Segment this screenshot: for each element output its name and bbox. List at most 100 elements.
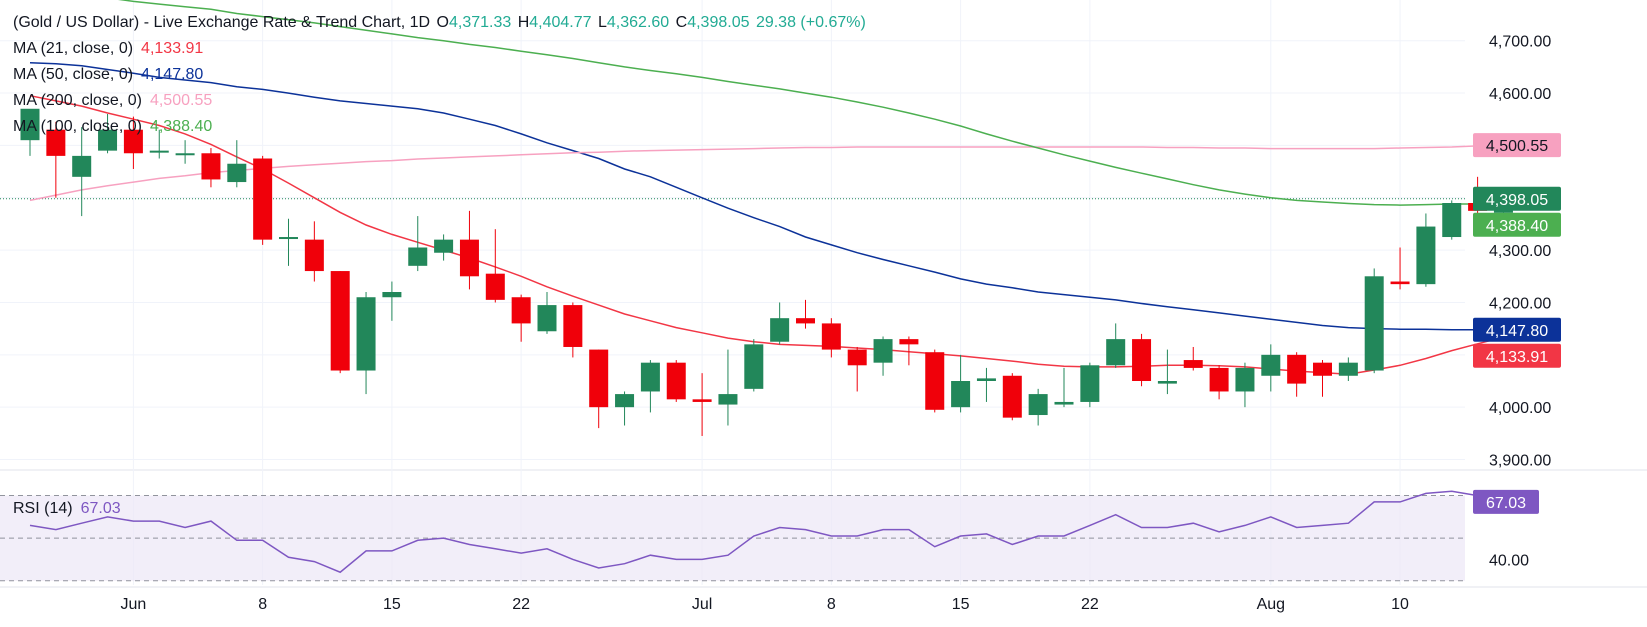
candle-body[interactable] [976,378,996,381]
candle-body[interactable] [330,271,350,371]
candle-body[interactable] [279,237,298,240]
candle-body[interactable] [1261,354,1281,376]
candle-body[interactable] [175,153,195,156]
high-value: 4,404.77 [529,14,592,31]
time-tick-label: 22 [1081,596,1099,613]
candle-body[interactable] [925,352,945,410]
candle-body[interactable] [511,297,531,324]
candle-body[interactable] [227,163,247,183]
time-tick-label: Jun [121,596,147,613]
candle-body[interactable] [1364,276,1384,371]
candle-body[interactable] [1054,401,1074,405]
price-tick-label: 4,600.00 [1489,86,1551,103]
candle-body[interactable] [46,129,66,156]
candle-body[interactable] [408,247,428,266]
rsi-legend[interactable]: RSI (14) 67.03 [13,500,121,518]
ma-line-3 [117,0,1504,206]
candle-body[interactable] [1287,354,1307,384]
ma-line-0 [29,94,1504,375]
candles[interactable] [20,108,1513,436]
candle-body[interactable] [796,318,815,324]
change-value: 29.38 (+0.67%) [755,14,866,31]
candle-body[interactable] [744,344,764,389]
candle-body[interactable] [873,339,893,363]
time-tick-label: Jul [692,596,712,613]
close-label: C [675,14,688,31]
open-label: O [436,14,449,31]
candle-body[interactable] [201,153,221,180]
ma-50-legend[interactable]: MA (50, close, 0) 4,147.80 [13,66,203,84]
price-tag-label: 4,388.40 [1486,218,1548,235]
candle-body[interactable] [1106,339,1126,366]
time-tick-label: 15 [383,596,401,613]
candle-body[interactable] [304,239,324,272]
ohlc-readout: O4,371.33 H4,404.77 L4,362.60 C4,398.05 … [435,14,866,31]
candle-body[interactable] [537,305,557,332]
candle-body[interactable] [1442,203,1462,238]
price-tag: 4,388.40 [1473,212,1561,237]
candle-body[interactable] [770,318,790,342]
candle-body[interactable] [1313,362,1332,376]
candle-body[interactable] [589,349,609,408]
ma-200-label: MA (200, close, 0) [13,92,142,109]
open-value: 4,371.33 [448,14,512,31]
price-tick-label: 4,300.00 [1489,243,1551,260]
candle-body[interactable] [1416,226,1436,285]
price-tag-bg [1473,317,1561,342]
chart-header: (Gold / US Dollar) - Live Exchange Rate … [13,14,866,32]
candle-body[interactable] [951,381,971,408]
candle-body[interactable] [692,399,712,402]
candle-body[interactable] [1183,360,1203,368]
candle-body[interactable] [1132,339,1152,381]
price-tag-bg [1473,133,1561,158]
price-tick-label: 4,000.00 [1489,400,1551,417]
candle-body[interactable] [1002,375,1022,418]
time-tick-label: Aug [1257,596,1285,613]
low-label: L [598,14,607,31]
ma-50-value: 4,147.80 [141,66,204,83]
rsi-value: 67.03 [80,500,121,517]
candle-body[interactable] [356,297,376,371]
ma-100-legend[interactable]: MA (100, close, 0) 4,388.40 [13,118,212,136]
candle-body[interactable] [98,129,118,151]
candle-body[interactable] [253,158,273,240]
candle-body[interactable] [72,155,92,177]
candle-body[interactable] [1235,367,1255,392]
price-tag: 4,133.91 [1473,343,1561,368]
time-tick-label: 22 [512,596,530,613]
rsi-tag-label: 67.03 [1486,495,1526,512]
time-tick-label: 8 [827,596,836,613]
candle-body[interactable] [666,362,686,400]
ma-21-legend[interactable]: MA (21, close, 0) 4,133.91 [13,40,203,58]
candle-body[interactable] [123,129,143,154]
candle-body[interactable] [485,273,505,300]
candle-body[interactable] [615,394,635,408]
candle-body[interactable] [1209,367,1229,392]
ma-200-legend[interactable]: MA (200, close, 0) 4,500.55 [13,92,212,110]
candle-body[interactable] [1390,281,1410,285]
candle-body[interactable] [382,292,402,298]
candle-body[interactable] [149,150,169,153]
candle-body[interactable] [718,394,738,405]
high-label: H [517,14,530,31]
candle-body[interactable] [459,239,479,277]
candle-body[interactable] [1028,394,1048,416]
candle-body[interactable] [20,108,40,141]
candle-body[interactable] [640,362,660,392]
chart-title: (Gold / US Dollar) - Live Exchange Rate … [13,14,431,31]
candle-body[interactable] [1157,381,1177,384]
price-tag-label: 4,500.55 [1486,138,1548,155]
time-tick-label: 8 [258,596,267,613]
candle-body[interactable] [821,323,841,350]
price-tag-bg [1473,212,1561,237]
candle-body[interactable] [563,305,583,347]
candle-body[interactable] [899,339,919,345]
ma-50-label: MA (50, close, 0) [13,66,134,83]
ma-line-1 [29,61,1504,331]
candle-body[interactable] [434,239,454,253]
ma-100-label: MA (100, close, 0) [13,118,142,135]
candle-body[interactable] [1338,362,1358,376]
candle-body[interactable] [847,349,867,366]
candle-body[interactable] [1080,365,1100,402]
